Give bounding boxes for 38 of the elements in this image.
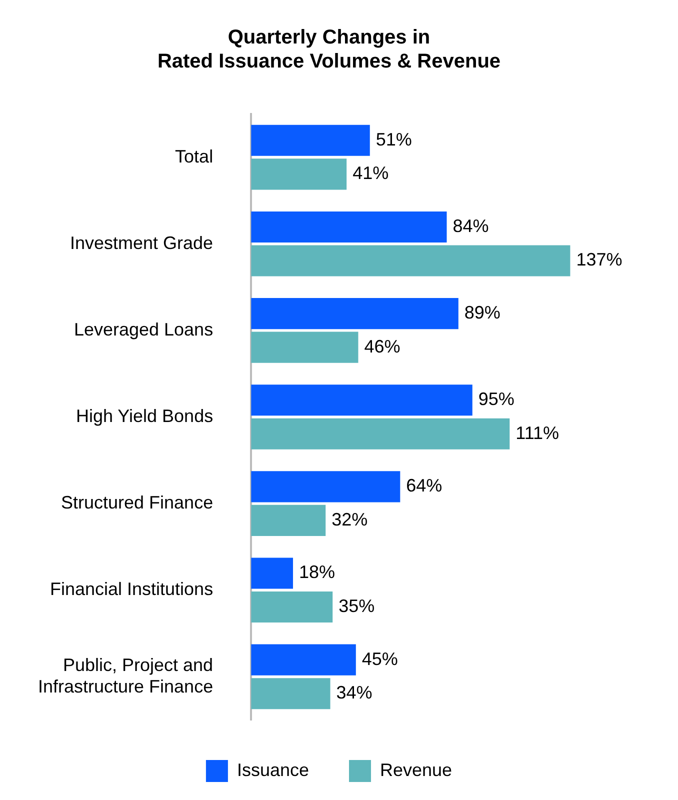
- data-label: 95%: [478, 389, 514, 410]
- y-tick-label: High Yield Bonds: [76, 406, 214, 426]
- bar: [251, 678, 330, 710]
- data-label: 111%: [516, 422, 560, 443]
- data-label: 45%: [362, 648, 398, 669]
- data-label: 46%: [364, 336, 400, 356]
- data-label: 18%: [299, 562, 336, 582]
- y-tick-label: Financial Institutions: [50, 579, 214, 600]
- data-label: 41%: [352, 163, 389, 184]
- data-label: 84%: [452, 216, 489, 236]
- bar: [251, 332, 358, 363]
- bar: [251, 558, 294, 589]
- bar: [251, 245, 570, 276]
- data-label: 51%: [376, 129, 412, 150]
- data-label: 137%: [576, 250, 622, 270]
- bar: [251, 504, 326, 536]
- bar: [251, 124, 370, 156]
- y-tick-label: Structured Finance: [61, 492, 214, 513]
- bar: [251, 158, 347, 190]
- y-tick-label: Leveraged Loans: [74, 319, 214, 340]
- bar: [251, 298, 458, 330]
- legend-label: Revenue: [380, 760, 452, 780]
- bar: [251, 384, 472, 416]
- data-label: 64%: [406, 476, 442, 496]
- y-tick-label: Public, Project and Infrastructure Finance: [38, 654, 214, 696]
- chart-title: Quarterly Changes in Rated Issuance Volumes & Revenue: [157, 26, 501, 73]
- y-tick-label: Investment Grade: [70, 232, 214, 253]
- data-label: 34%: [336, 682, 372, 703]
- data-label: 35%: [338, 596, 375, 616]
- bar: [251, 418, 510, 450]
- legend-label: Issuance: [236, 760, 309, 780]
- bar: [251, 591, 333, 623]
- data-label: 89%: [464, 302, 500, 323]
- bar: [251, 211, 447, 243]
- y-tick-label: Total: [175, 146, 214, 166]
- bar: [251, 471, 400, 502]
- bar: [251, 644, 356, 676]
- data-label: 32%: [332, 509, 368, 530]
